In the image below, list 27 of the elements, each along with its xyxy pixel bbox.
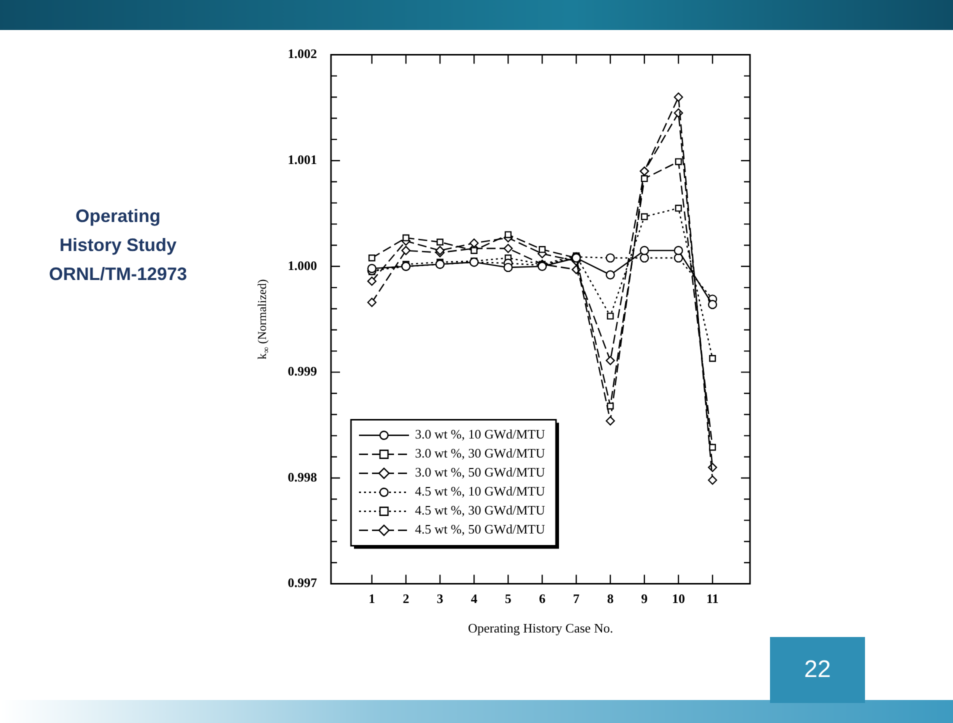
- text: Operating History Study ORNL/TM-12973: [48, 205, 188, 286]
- x-tick-label: 7: [573, 590, 580, 606]
- x-axis-title: Operating History Case No.: [468, 620, 614, 636]
- x-tick-label: 8: [607, 590, 614, 606]
- x-tick-label: 6: [538, 590, 546, 606]
- legend-label: 3.0 wt %, 30 GWd/MTU: [415, 446, 546, 461]
- x-tick-label: 3: [436, 590, 444, 606]
- x-tick-label: 1: [368, 590, 376, 606]
- y-tick-label: 0.999: [288, 364, 318, 379]
- y-tick-label: 1.001: [288, 152, 317, 167]
- legend-label: 4.5 wt %, 30 GWd/MTU: [415, 502, 546, 518]
- x-tick-label: 11: [706, 590, 719, 606]
- text: 22: [804, 656, 831, 684]
- legend-label: 3.0 wt %, 50 GWd/MTU: [415, 464, 546, 480]
- x-tick-label: 9: [641, 590, 648, 606]
- y-tick-label: 0.997: [288, 575, 318, 590]
- y-tick-label: 1.000: [288, 258, 317, 273]
- x-tick-label: 10: [672, 590, 685, 606]
- y-tick-label: 0.998: [288, 469, 318, 484]
- legend-label: 4.5 wt %, 10 GWd/MTU: [415, 484, 546, 499]
- y-tick-label: 1.002: [288, 46, 317, 62]
- x-tick-label: 2: [402, 590, 410, 606]
- x-tick-label: 5: [504, 590, 512, 606]
- x-tick-label: 4: [470, 590, 478, 606]
- legend-label: 3.0 wt %, 10 GWd/MTU: [415, 426, 546, 442]
- y-axis-title: k∞ (Normalized): [255, 279, 271, 360]
- legend-label: 4.5 wt %, 50 GWd/MTU: [415, 522, 546, 537]
